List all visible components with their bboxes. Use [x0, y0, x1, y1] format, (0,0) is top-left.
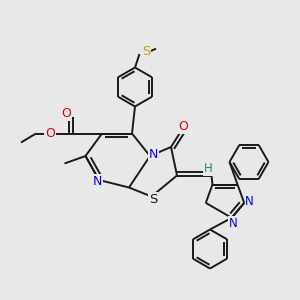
Text: N: N	[93, 175, 102, 188]
Text: S: S	[149, 193, 157, 206]
Text: S: S	[142, 45, 150, 58]
Text: O: O	[45, 127, 55, 140]
Text: N: N	[229, 217, 238, 230]
Text: N: N	[245, 195, 254, 208]
Text: H: H	[203, 162, 212, 175]
Text: O: O	[178, 120, 188, 134]
Text: O: O	[62, 107, 71, 120]
Text: N: N	[149, 148, 158, 161]
